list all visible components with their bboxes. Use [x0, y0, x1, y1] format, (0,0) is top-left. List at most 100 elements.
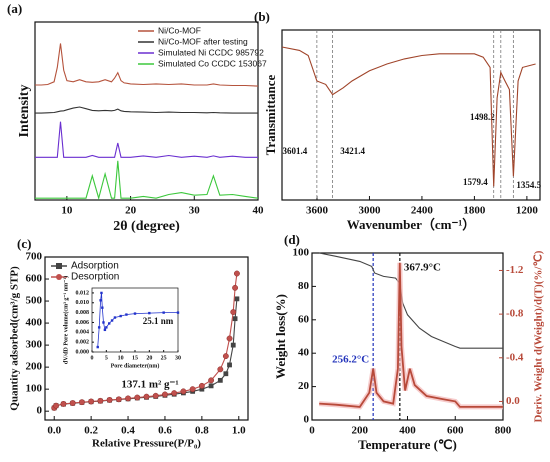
- x-tick-label: 30: [175, 355, 181, 361]
- y-tick-label: 0: [37, 405, 43, 417]
- marker: [176, 311, 180, 314]
- annotation: 25.1 nm: [143, 316, 174, 326]
- marker: [230, 309, 237, 316]
- peak-label: 3601.4: [282, 146, 307, 156]
- legend-marker: [56, 274, 62, 280]
- series-line: [35, 160, 259, 201]
- peak-label: 1354.5: [516, 180, 541, 190]
- y-tick-label: 20: [298, 380, 310, 392]
- marker: [115, 396, 122, 403]
- annotation: 137.1 m² g⁻¹: [121, 379, 178, 391]
- inset: 0 5 10 15 20 25 30 0.000 0.002 0.004 0.006 0.008 0.0…: [62, 276, 186, 372]
- y-tick-label: 0: [304, 414, 310, 426]
- marker: [143, 393, 150, 400]
- x-tick-label: 1.0: [232, 425, 246, 437]
- peak-label: 1498.2: [470, 112, 495, 122]
- marker: [134, 394, 141, 401]
- marker: [180, 388, 187, 395]
- marker: [96, 345, 99, 349]
- panel-label: (a): [7, 1, 22, 16]
- y-axis-label: Quantity adsorbed(cm³/g STP): [9, 266, 21, 411]
- x-tick-label: 0.2: [84, 425, 98, 437]
- y-axis-label: Weight loss(%): [273, 294, 288, 379]
- marker: [171, 390, 178, 397]
- panel: 0 200 400 600 800 0 20 40 60 80 100 -1.2 -0.8 -0.4 0.0…: [273, 232, 545, 452]
- y-tick-label: 0.004: [76, 330, 90, 336]
- x-tick-label: 0.8: [195, 425, 209, 437]
- x-tick-label: 2400: [411, 205, 434, 217]
- legend-label: Adsorption: [71, 261, 119, 272]
- marker: [110, 319, 114, 322]
- marker: [105, 326, 108, 329]
- series-line: [35, 121, 258, 158]
- marker: [102, 321, 105, 324]
- marker: [99, 299, 102, 302]
- y-tick-label: 100: [293, 247, 310, 259]
- marker: [227, 362, 232, 368]
- x-tick-label: 20: [125, 205, 137, 217]
- y-tick-label: 700: [26, 251, 43, 263]
- legend-label: Simulated Ni CCDC 985792: [158, 47, 264, 57]
- marker: [232, 284, 239, 291]
- y-tick-label: 100: [26, 383, 43, 395]
- panel: 3600 3000 2400 1800 1200 (b) Wavenumber（cm⁻¹） T…: [254, 9, 542, 232]
- x-axis-label: Wavenumber（cm⁻¹）: [347, 217, 475, 232]
- x-tick-label: 10: [61, 205, 73, 217]
- x-tick-label: 20: [146, 355, 152, 361]
- x-tick-label: 25: [161, 355, 167, 361]
- y2-tick-label: -0.4: [506, 351, 524, 363]
- marker: [69, 400, 76, 406]
- marker: [198, 382, 205, 389]
- plot-frame: [44, 256, 249, 421]
- y-tick-label: 300: [26, 339, 43, 351]
- inset-bg: [70, 282, 186, 372]
- series-line: [35, 106, 258, 114]
- marker: [199, 386, 205, 392]
- legend-label: Ni/Co-MOF after testing: [158, 36, 248, 46]
- panel: 0.0 0.2 0.4 0.6 0.8 1.00100200300400500600700…: [9, 236, 249, 450]
- marker: [217, 366, 224, 373]
- panel-label: (d): [284, 232, 300, 247]
- x-tick-label: 0.0: [47, 425, 61, 437]
- marker: [217, 377, 223, 383]
- panel-label: (c): [17, 236, 31, 251]
- marker: [88, 398, 95, 405]
- y-tick-label: 400: [26, 317, 43, 329]
- y2-tick-label: -0.8: [506, 308, 524, 320]
- y-tick-label: 0.002: [76, 340, 90, 346]
- marker: [100, 291, 103, 295]
- x-tick-label: 0.4: [121, 425, 135, 437]
- y-tick-label: 0.008: [76, 310, 90, 316]
- peak-label: 1579.4: [463, 177, 488, 187]
- marker: [101, 306, 104, 309]
- y-tick-label: 500: [26, 295, 43, 307]
- marker: [97, 326, 101, 329]
- y-axis-label: dV/dD Pore volume(cm³ g⁻¹ nm⁻¹): [62, 276, 69, 364]
- x-tick-label: 0: [91, 355, 94, 361]
- marker: [232, 316, 238, 322]
- marker: [53, 402, 60, 409]
- marker: [208, 383, 214, 389]
- x-axis-label: Temperature (℃): [358, 437, 457, 452]
- y-tick-label: 0.010: [76, 300, 90, 306]
- y-tick-label: 200: [26, 361, 43, 373]
- x-axis-label: Pore diameter(nm): [111, 362, 160, 369]
- y-tick-label: 0.000: [76, 349, 90, 355]
- x-tick-label: 600: [447, 425, 464, 437]
- x-axis-label: Relative Pressure(P/P₀): [92, 438, 201, 450]
- y2-axis-label: Deriv. Weight d(Weight)/d(T)(%/℃): [533, 250, 545, 422]
- peak-label: 3421.4: [340, 146, 365, 156]
- x-tick-label: 15: [132, 355, 138, 361]
- series-line: [35, 43, 259, 87]
- y2-tick-label: -1.2: [506, 264, 524, 276]
- y-tick-label: 600: [26, 273, 43, 285]
- marker: [133, 312, 137, 315]
- x-tick-label: 0: [309, 425, 315, 437]
- legend-marker: [56, 263, 62, 269]
- marker: [162, 391, 168, 398]
- x-tick-label: 30: [189, 205, 201, 217]
- x-tick-label: 3000: [358, 205, 381, 217]
- marker: [223, 371, 229, 377]
- y-tick-label: 0.006: [76, 320, 90, 326]
- marker: [152, 392, 159, 399]
